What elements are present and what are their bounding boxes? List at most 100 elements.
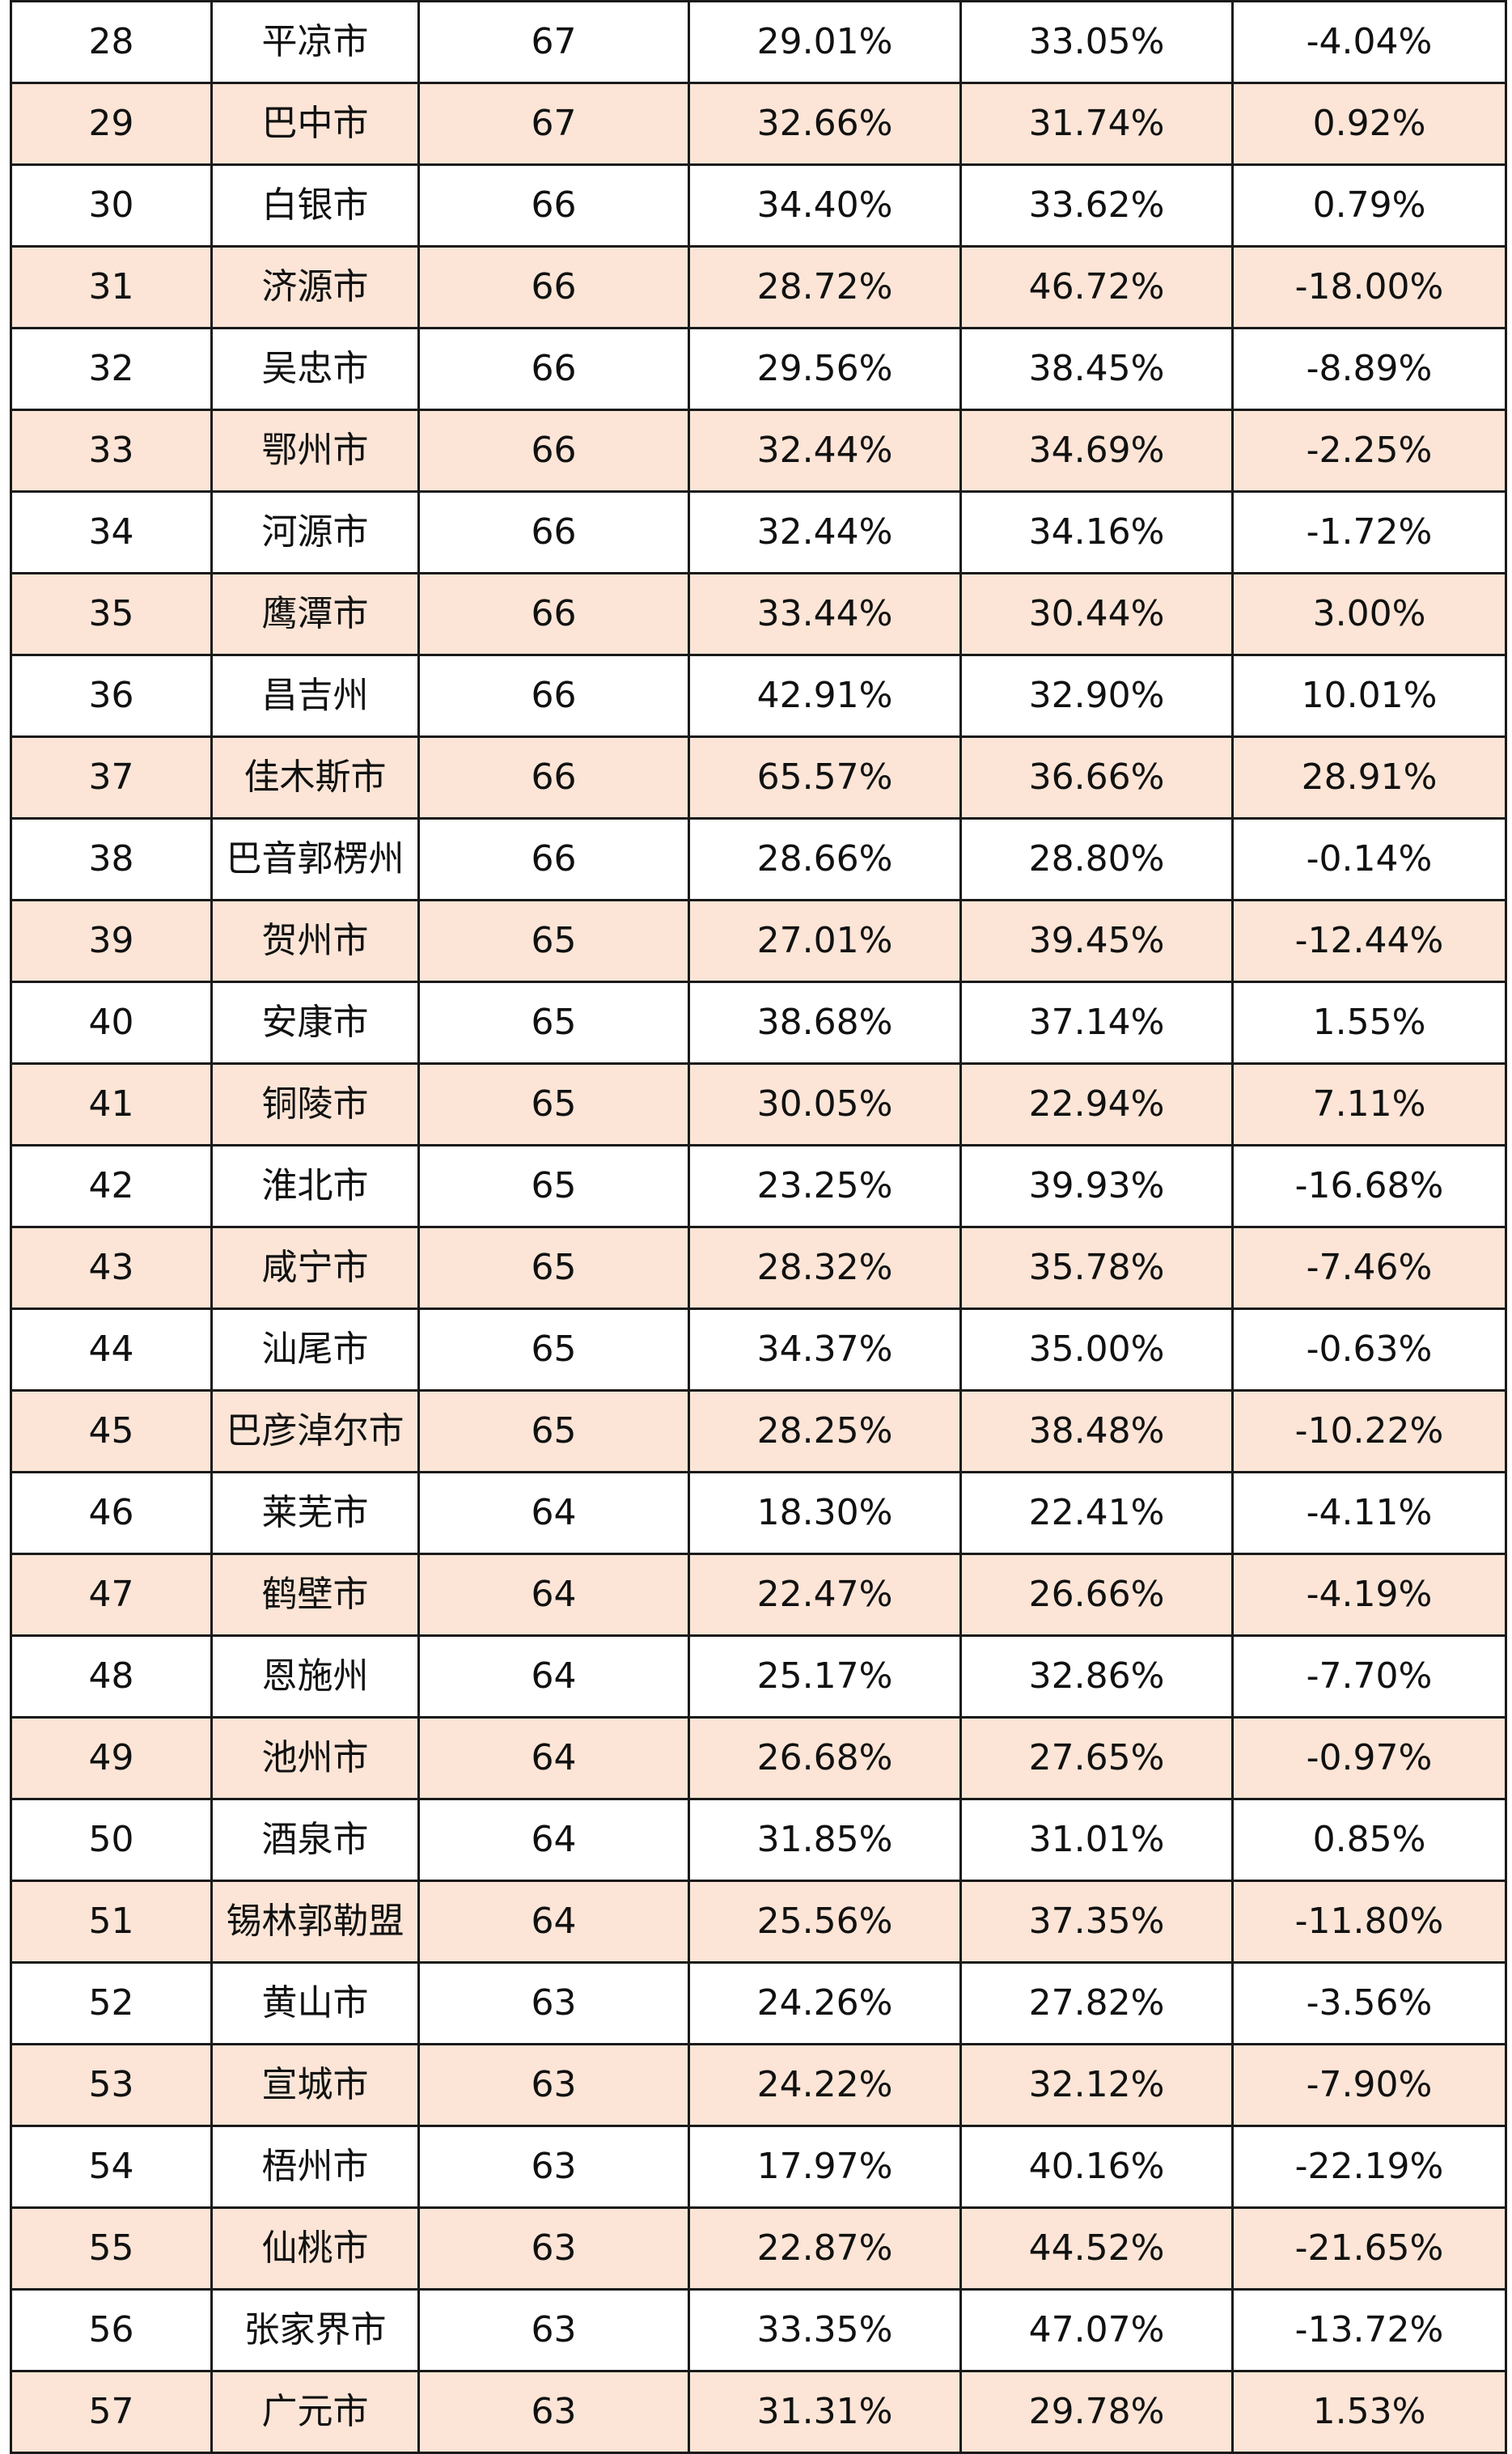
score-cell: 63 xyxy=(417,2125,690,2209)
table-row: 33 鄂州市 66 32.44% 34.69% -2.25% xyxy=(10,409,1507,493)
table-row: 48 恩施州 64 25.17% 32.86% -7.70% xyxy=(10,1634,1507,1719)
percent-a-cell: 38.68% xyxy=(688,981,962,1065)
rank-cell: 37 xyxy=(10,735,213,820)
city-cell: 宣城市 xyxy=(210,2043,420,2127)
percent-a-cell: 34.37% xyxy=(688,1308,962,1392)
difference-cell: 1.53% xyxy=(1231,2370,1507,2454)
score-cell: 65 xyxy=(417,1226,690,1310)
percent-a-cell: 30.05% xyxy=(688,1062,962,1146)
rank-cell: 28 xyxy=(10,0,213,84)
difference-cell: -16.68% xyxy=(1231,1144,1507,1228)
score-cell: 66 xyxy=(417,572,690,656)
rank-cell: 32 xyxy=(10,327,213,411)
score-cell: 66 xyxy=(417,245,690,329)
score-cell: 64 xyxy=(417,1471,690,1555)
score-cell: 66 xyxy=(417,327,690,411)
difference-cell: -12.44% xyxy=(1231,899,1507,983)
rank-cell: 57 xyxy=(10,2370,213,2454)
city-cell: 吴忠市 xyxy=(210,327,420,411)
score-cell: 64 xyxy=(417,1553,690,1637)
rank-cell: 47 xyxy=(10,1553,213,1637)
city-cell: 鹤壁市 xyxy=(210,1553,420,1637)
city-cell: 酒泉市 xyxy=(210,1798,420,1882)
difference-cell: -4.04% xyxy=(1231,0,1507,84)
difference-cell: -21.65% xyxy=(1231,2206,1507,2291)
rank-cell: 36 xyxy=(10,654,213,738)
percent-a-cell: 28.25% xyxy=(688,1389,962,1473)
city-cell: 巴彦淖尔市 xyxy=(210,1389,420,1473)
percent-b-cell: 30.44% xyxy=(959,572,1234,656)
difference-cell: 7.11% xyxy=(1231,1062,1507,1146)
city-cell: 佳木斯市 xyxy=(210,735,420,820)
percent-a-cell: 65.57% xyxy=(688,735,962,820)
table-row: 54 梧州市 63 17.97% 40.16% -22.19% xyxy=(10,2125,1507,2209)
difference-cell: -0.63% xyxy=(1231,1308,1507,1392)
rank-cell: 31 xyxy=(10,245,213,329)
difference-cell: -0.97% xyxy=(1231,1716,1507,1800)
percent-b-cell: 32.90% xyxy=(959,654,1234,738)
percent-a-cell: 24.22% xyxy=(688,2043,962,2127)
score-cell: 65 xyxy=(417,1308,690,1392)
city-cell: 咸宁市 xyxy=(210,1226,420,1310)
percent-a-cell: 31.31% xyxy=(688,2370,962,2454)
table-row: 31 济源市 66 28.72% 46.72% -18.00% xyxy=(10,245,1507,329)
table-row: 45 巴彦淖尔市 65 28.25% 38.48% -10.22% xyxy=(10,1389,1507,1473)
score-cell: 65 xyxy=(417,899,690,983)
difference-cell: -3.56% xyxy=(1231,1961,1507,2045)
city-cell: 黄山市 xyxy=(210,1961,420,2045)
percent-b-cell: 39.45% xyxy=(959,899,1234,983)
percent-b-cell: 35.78% xyxy=(959,1226,1234,1310)
percent-a-cell: 25.56% xyxy=(688,1880,962,1964)
city-cell: 济源市 xyxy=(210,245,420,329)
table-row: 43 咸宁市 65 28.32% 35.78% -7.46% xyxy=(10,1226,1507,1310)
table-row: 47 鹤壁市 64 22.47% 26.66% -4.19% xyxy=(10,1553,1507,1637)
difference-cell: -0.14% xyxy=(1231,817,1507,901)
percent-a-cell: 33.35% xyxy=(688,2288,962,2372)
city-cell: 河源市 xyxy=(210,490,420,574)
city-cell: 莱芜市 xyxy=(210,1471,420,1555)
score-cell: 67 xyxy=(417,0,690,84)
city-cell: 张家界市 xyxy=(210,2288,420,2372)
score-cell: 65 xyxy=(417,1389,690,1473)
table-row: 34 河源市 66 32.44% 34.16% -1.72% xyxy=(10,490,1507,574)
score-cell: 66 xyxy=(417,654,690,738)
percent-b-cell: 31.74% xyxy=(959,82,1234,166)
score-cell: 65 xyxy=(417,1144,690,1228)
percent-b-cell: 34.69% xyxy=(959,409,1234,493)
city-cell: 贺州市 xyxy=(210,899,420,983)
percent-b-cell: 44.52% xyxy=(959,2206,1234,2291)
rank-cell: 49 xyxy=(10,1716,213,1800)
percent-b-cell: 32.12% xyxy=(959,2043,1234,2127)
difference-cell: -22.19% xyxy=(1231,2125,1507,2209)
score-cell: 63 xyxy=(417,2288,690,2372)
percent-b-cell: 40.16% xyxy=(959,2125,1234,2209)
table-row: 40 安康市 65 38.68% 37.14% 1.55% xyxy=(10,981,1507,1065)
score-cell: 66 xyxy=(417,490,690,574)
score-cell: 63 xyxy=(417,2206,690,2291)
table-row: 51 锡林郭勒盟 64 25.56% 37.35% -11.80% xyxy=(10,1880,1507,1964)
table-row: 42 淮北市 65 23.25% 39.93% -16.68% xyxy=(10,1144,1507,1228)
percent-a-cell: 28.66% xyxy=(688,817,962,901)
percent-a-cell: 32.44% xyxy=(688,490,962,574)
city-cell: 锡林郭勒盟 xyxy=(210,1880,420,1964)
percent-b-cell: 22.94% xyxy=(959,1062,1234,1146)
difference-cell: -7.90% xyxy=(1231,2043,1507,2127)
table-row: 53 宣城市 63 24.22% 32.12% -7.90% xyxy=(10,2043,1507,2127)
city-cell: 池州市 xyxy=(210,1716,420,1800)
table-row: 56 张家界市 63 33.35% 47.07% -13.72% xyxy=(10,2288,1507,2372)
rank-cell: 53 xyxy=(10,2043,213,2127)
score-cell: 64 xyxy=(417,1716,690,1800)
table-body: 28 平凉市 67 29.01% 33.05% -4.04% 29 巴中市 67 32.66% 31… xyxy=(10,0,1507,2454)
difference-cell: -2.25% xyxy=(1231,409,1507,493)
difference-cell: -4.11% xyxy=(1231,1471,1507,1555)
difference-cell: -1.72% xyxy=(1231,490,1507,574)
city-cell: 铜陵市 xyxy=(210,1062,420,1146)
difference-cell: 28.91% xyxy=(1231,735,1507,820)
score-cell: 66 xyxy=(417,817,690,901)
percent-b-cell: 37.14% xyxy=(959,981,1234,1065)
table-row: 50 酒泉市 64 31.85% 31.01% 0.85% xyxy=(10,1798,1507,1882)
percent-b-cell: 39.93% xyxy=(959,1144,1234,1228)
percent-b-cell: 27.82% xyxy=(959,1961,1234,2045)
table-row: 39 贺州市 65 27.01% 39.45% -12.44% xyxy=(10,899,1507,983)
